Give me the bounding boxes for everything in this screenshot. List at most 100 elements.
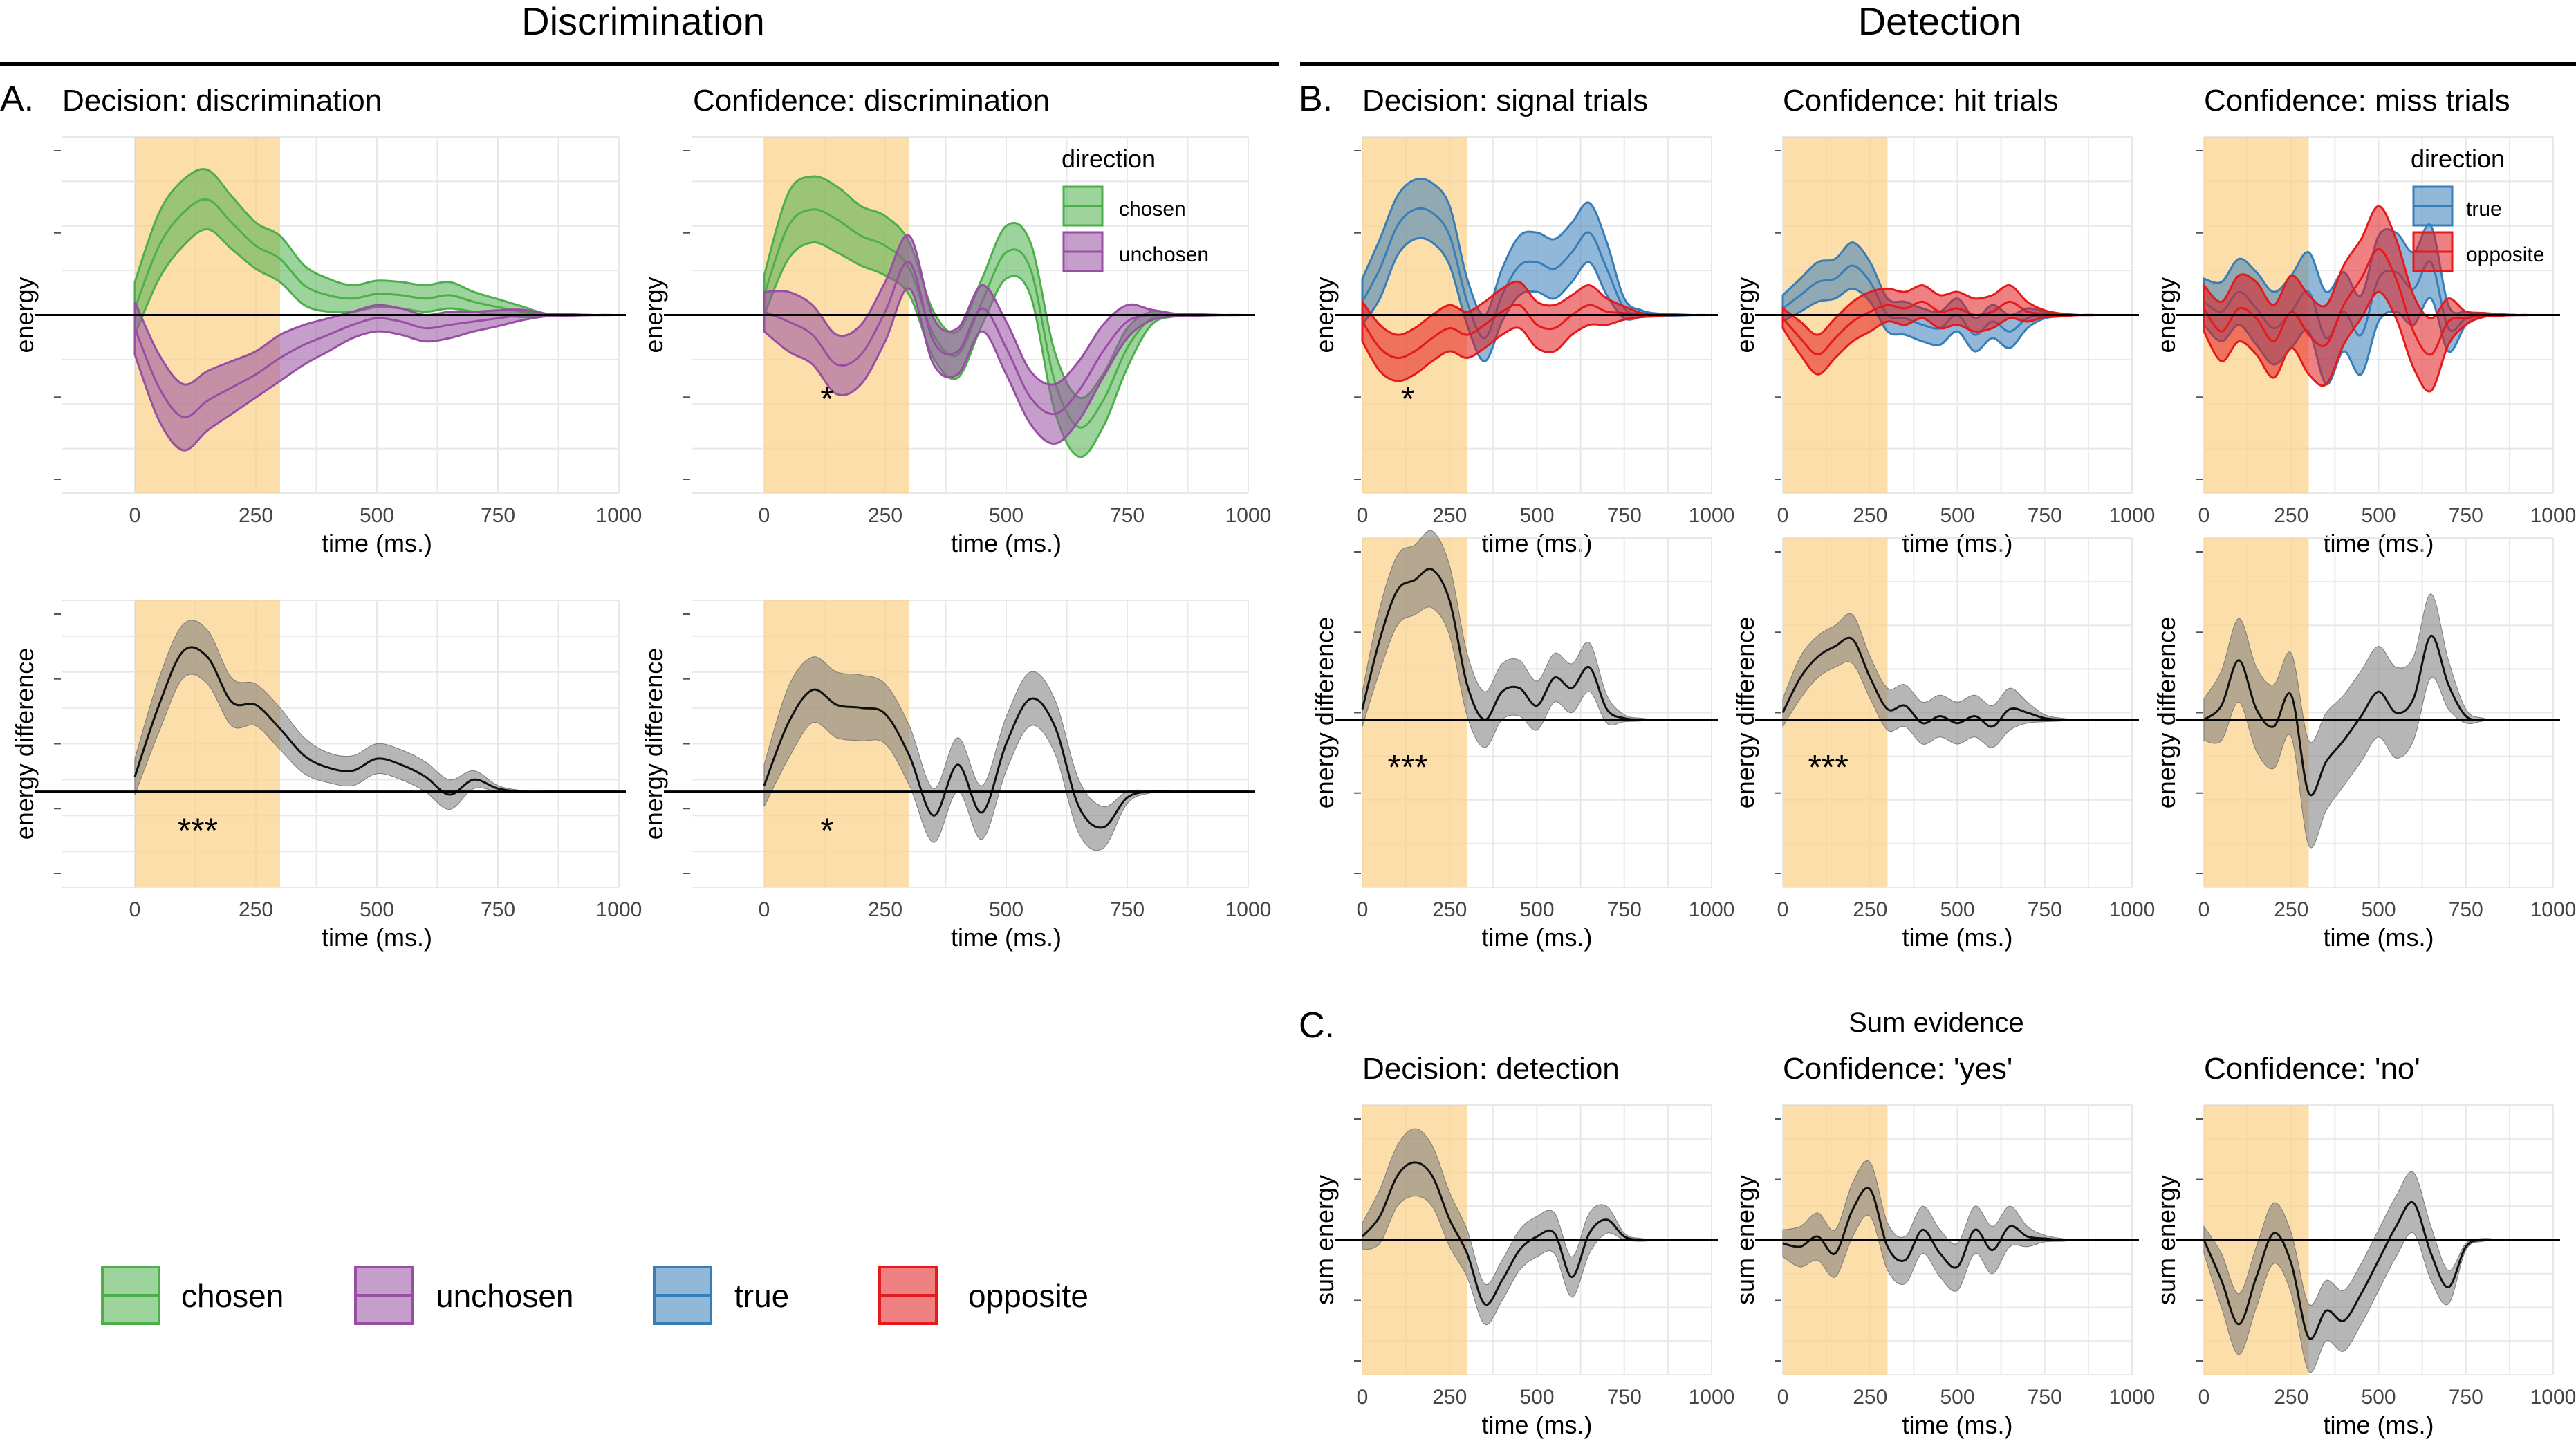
x-tick-label: 250 bbox=[868, 898, 902, 921]
panel-title-b-hit: Confidence: hit trials bbox=[1783, 84, 2059, 118]
panel-b_hit_diff: 0 250 500 750 1000 time (ms.) energy differenc… bbox=[1731, 537, 2156, 952]
x-tick-label: 0 bbox=[1777, 1386, 1789, 1409]
x-tick-label: 1000 bbox=[2530, 1386, 2576, 1409]
x-tick-label: 500 bbox=[1519, 504, 1554, 527]
x-tick-label: 500 bbox=[360, 504, 394, 527]
x-tick-label: 0 bbox=[1777, 898, 1789, 921]
y-axis-label: sum energy bbox=[1310, 1175, 1339, 1305]
x-tick-label: 500 bbox=[2361, 1386, 2396, 1409]
y-axis-label: sum energy bbox=[1731, 1175, 1759, 1305]
x-tick-label: 0 bbox=[129, 898, 141, 921]
significance-marker: *** bbox=[1808, 748, 1848, 786]
y-axis-label: energy bbox=[10, 277, 39, 353]
panel-c_detection: 0 250 500 750 1000 time (ms.) sum energy bbox=[1310, 1104, 1735, 1439]
y-axis-label: energy difference bbox=[1310, 617, 1339, 809]
x-tick-label: 0 bbox=[129, 504, 141, 527]
inset-legend-label-opposite: opposite bbox=[2466, 243, 2544, 266]
x-tick-label: 500 bbox=[1940, 1386, 1974, 1409]
y-axis-label: energy bbox=[640, 277, 668, 353]
x-tick-label: 500 bbox=[360, 898, 394, 921]
x-tick-label: 1000 bbox=[2109, 504, 2156, 527]
y-axis-label: sum energy bbox=[2152, 1175, 2180, 1305]
panel-letter-c: C. bbox=[1299, 1005, 1335, 1046]
x-axis-label: time (ms.) bbox=[1482, 923, 1593, 952]
x-tick-label: 500 bbox=[1519, 898, 1554, 921]
x-tick-label: 750 bbox=[481, 898, 515, 921]
x-tick-label: 750 bbox=[2449, 898, 2483, 921]
x-tick-label: 750 bbox=[2028, 1386, 2062, 1409]
panel-letter-a: A. bbox=[0, 79, 34, 119]
x-tick-label: 250 bbox=[868, 504, 902, 527]
inset-legend-title: direction bbox=[1062, 145, 1156, 173]
panel-a_energy: 0 250 500 750 1000 time (ms.) energy bbox=[10, 136, 642, 557]
x-tick-label: 750 bbox=[1607, 1386, 1642, 1409]
inset-legend-label-true: true bbox=[2466, 198, 2502, 221]
y-axis-label: energy difference bbox=[640, 648, 668, 840]
x-tick-label: 500 bbox=[2361, 504, 2396, 527]
x-axis-label: time (ms.) bbox=[1902, 923, 2013, 952]
x-tick-label: 250 bbox=[239, 504, 273, 527]
panel-c_no: 0 250 500 750 1000 time (ms.) sum energy bbox=[2152, 1104, 2576, 1439]
x-tick-label: 0 bbox=[1357, 898, 1369, 921]
x-tick-label: 1000 bbox=[596, 504, 642, 527]
x-tick-label: 500 bbox=[1940, 504, 1974, 527]
panel-title-a-decision: Decision: discrimination bbox=[62, 84, 382, 118]
x-tick-label: 750 bbox=[2028, 504, 2062, 527]
y-axis-label: energy bbox=[2152, 277, 2180, 353]
x-tick-label: 500 bbox=[2361, 898, 2396, 921]
legend-label-true: true bbox=[734, 1278, 789, 1314]
panel-title-b-miss: Confidence: miss trials bbox=[2204, 84, 2510, 118]
x-tick-label: 750 bbox=[481, 504, 515, 527]
x-axis-label: time (ms.) bbox=[951, 529, 1062, 557]
x-tick-label: 500 bbox=[989, 504, 1023, 527]
inset-legend-title-2: direction bbox=[2411, 145, 2505, 173]
x-tick-label: 750 bbox=[2449, 504, 2483, 527]
header-discrimination: Discrimination bbox=[521, 0, 765, 43]
y-axis-label: energy difference bbox=[2152, 617, 2180, 809]
x-tick-label: 500 bbox=[1940, 898, 1974, 921]
x-tick-label: 1000 bbox=[1689, 1386, 1735, 1409]
main-legend: chosen unchosen true opposite bbox=[101, 1266, 1088, 1325]
x-tick-label: 1000 bbox=[596, 898, 642, 921]
inset-legend-chosen-unchosen: direction chosen unchosen bbox=[1062, 145, 1209, 272]
x-tick-label: 250 bbox=[1432, 1386, 1467, 1409]
x-tick-label: 0 bbox=[2198, 504, 2210, 527]
significance-marker: *** bbox=[1387, 748, 1427, 786]
x-axis-label: time (ms.) bbox=[1482, 1411, 1593, 1439]
x-axis-label: time (ms.) bbox=[2324, 1411, 2434, 1439]
legend-label-unchosen: unchosen bbox=[436, 1278, 574, 1314]
x-tick-label: 250 bbox=[2274, 1386, 2308, 1409]
panel-b_miss_diff: 0 250 500 750 1000 time (ms.) energy differenc… bbox=[2152, 537, 2576, 952]
x-tick-label: 0 bbox=[1777, 504, 1789, 527]
x-tick-label: 250 bbox=[1853, 504, 1887, 527]
header-detection: Detection bbox=[1858, 0, 2022, 43]
x-tick-label: 1000 bbox=[2530, 898, 2576, 921]
x-tick-label: 250 bbox=[2274, 504, 2308, 527]
panel-a_conf_energy: 0 250 500 750 1000 time (ms.) energy * bbox=[640, 136, 1272, 557]
panel-title-b-signal: Decision: signal trials bbox=[1362, 84, 1648, 118]
x-tick-label: 750 bbox=[2028, 898, 2062, 921]
x-tick-label: 1000 bbox=[1689, 504, 1735, 527]
x-axis-label: time (ms.) bbox=[2324, 923, 2434, 952]
panel-title-c-yes: Confidence: 'yes' bbox=[1783, 1052, 2012, 1086]
x-axis-label: time (ms.) bbox=[322, 529, 432, 557]
x-tick-label: 250 bbox=[1432, 898, 1467, 921]
x-axis-label: time (ms.) bbox=[951, 923, 1062, 952]
inset-legend-label-chosen: chosen bbox=[1119, 198, 1186, 221]
x-axis-label: time (ms.) bbox=[322, 923, 432, 952]
significance-marker: *** bbox=[178, 811, 218, 850]
x-tick-label: 0 bbox=[759, 898, 770, 921]
panel-b_diff: 0 250 500 750 1000 time (ms.) energy differenc… bbox=[1310, 530, 1734, 952]
x-tick-label: 1000 bbox=[2109, 898, 2156, 921]
x-tick-label: 1000 bbox=[2109, 1386, 2156, 1409]
x-tick-label: 1000 bbox=[1225, 504, 1272, 527]
x-axis-label: time (ms.) bbox=[1902, 1411, 2013, 1439]
x-tick-label: 0 bbox=[2198, 898, 2210, 921]
inset-legend-true-opposite: direction true opposite bbox=[2411, 145, 2544, 272]
x-tick-label: 250 bbox=[239, 898, 273, 921]
x-tick-label: 250 bbox=[2274, 898, 2308, 921]
